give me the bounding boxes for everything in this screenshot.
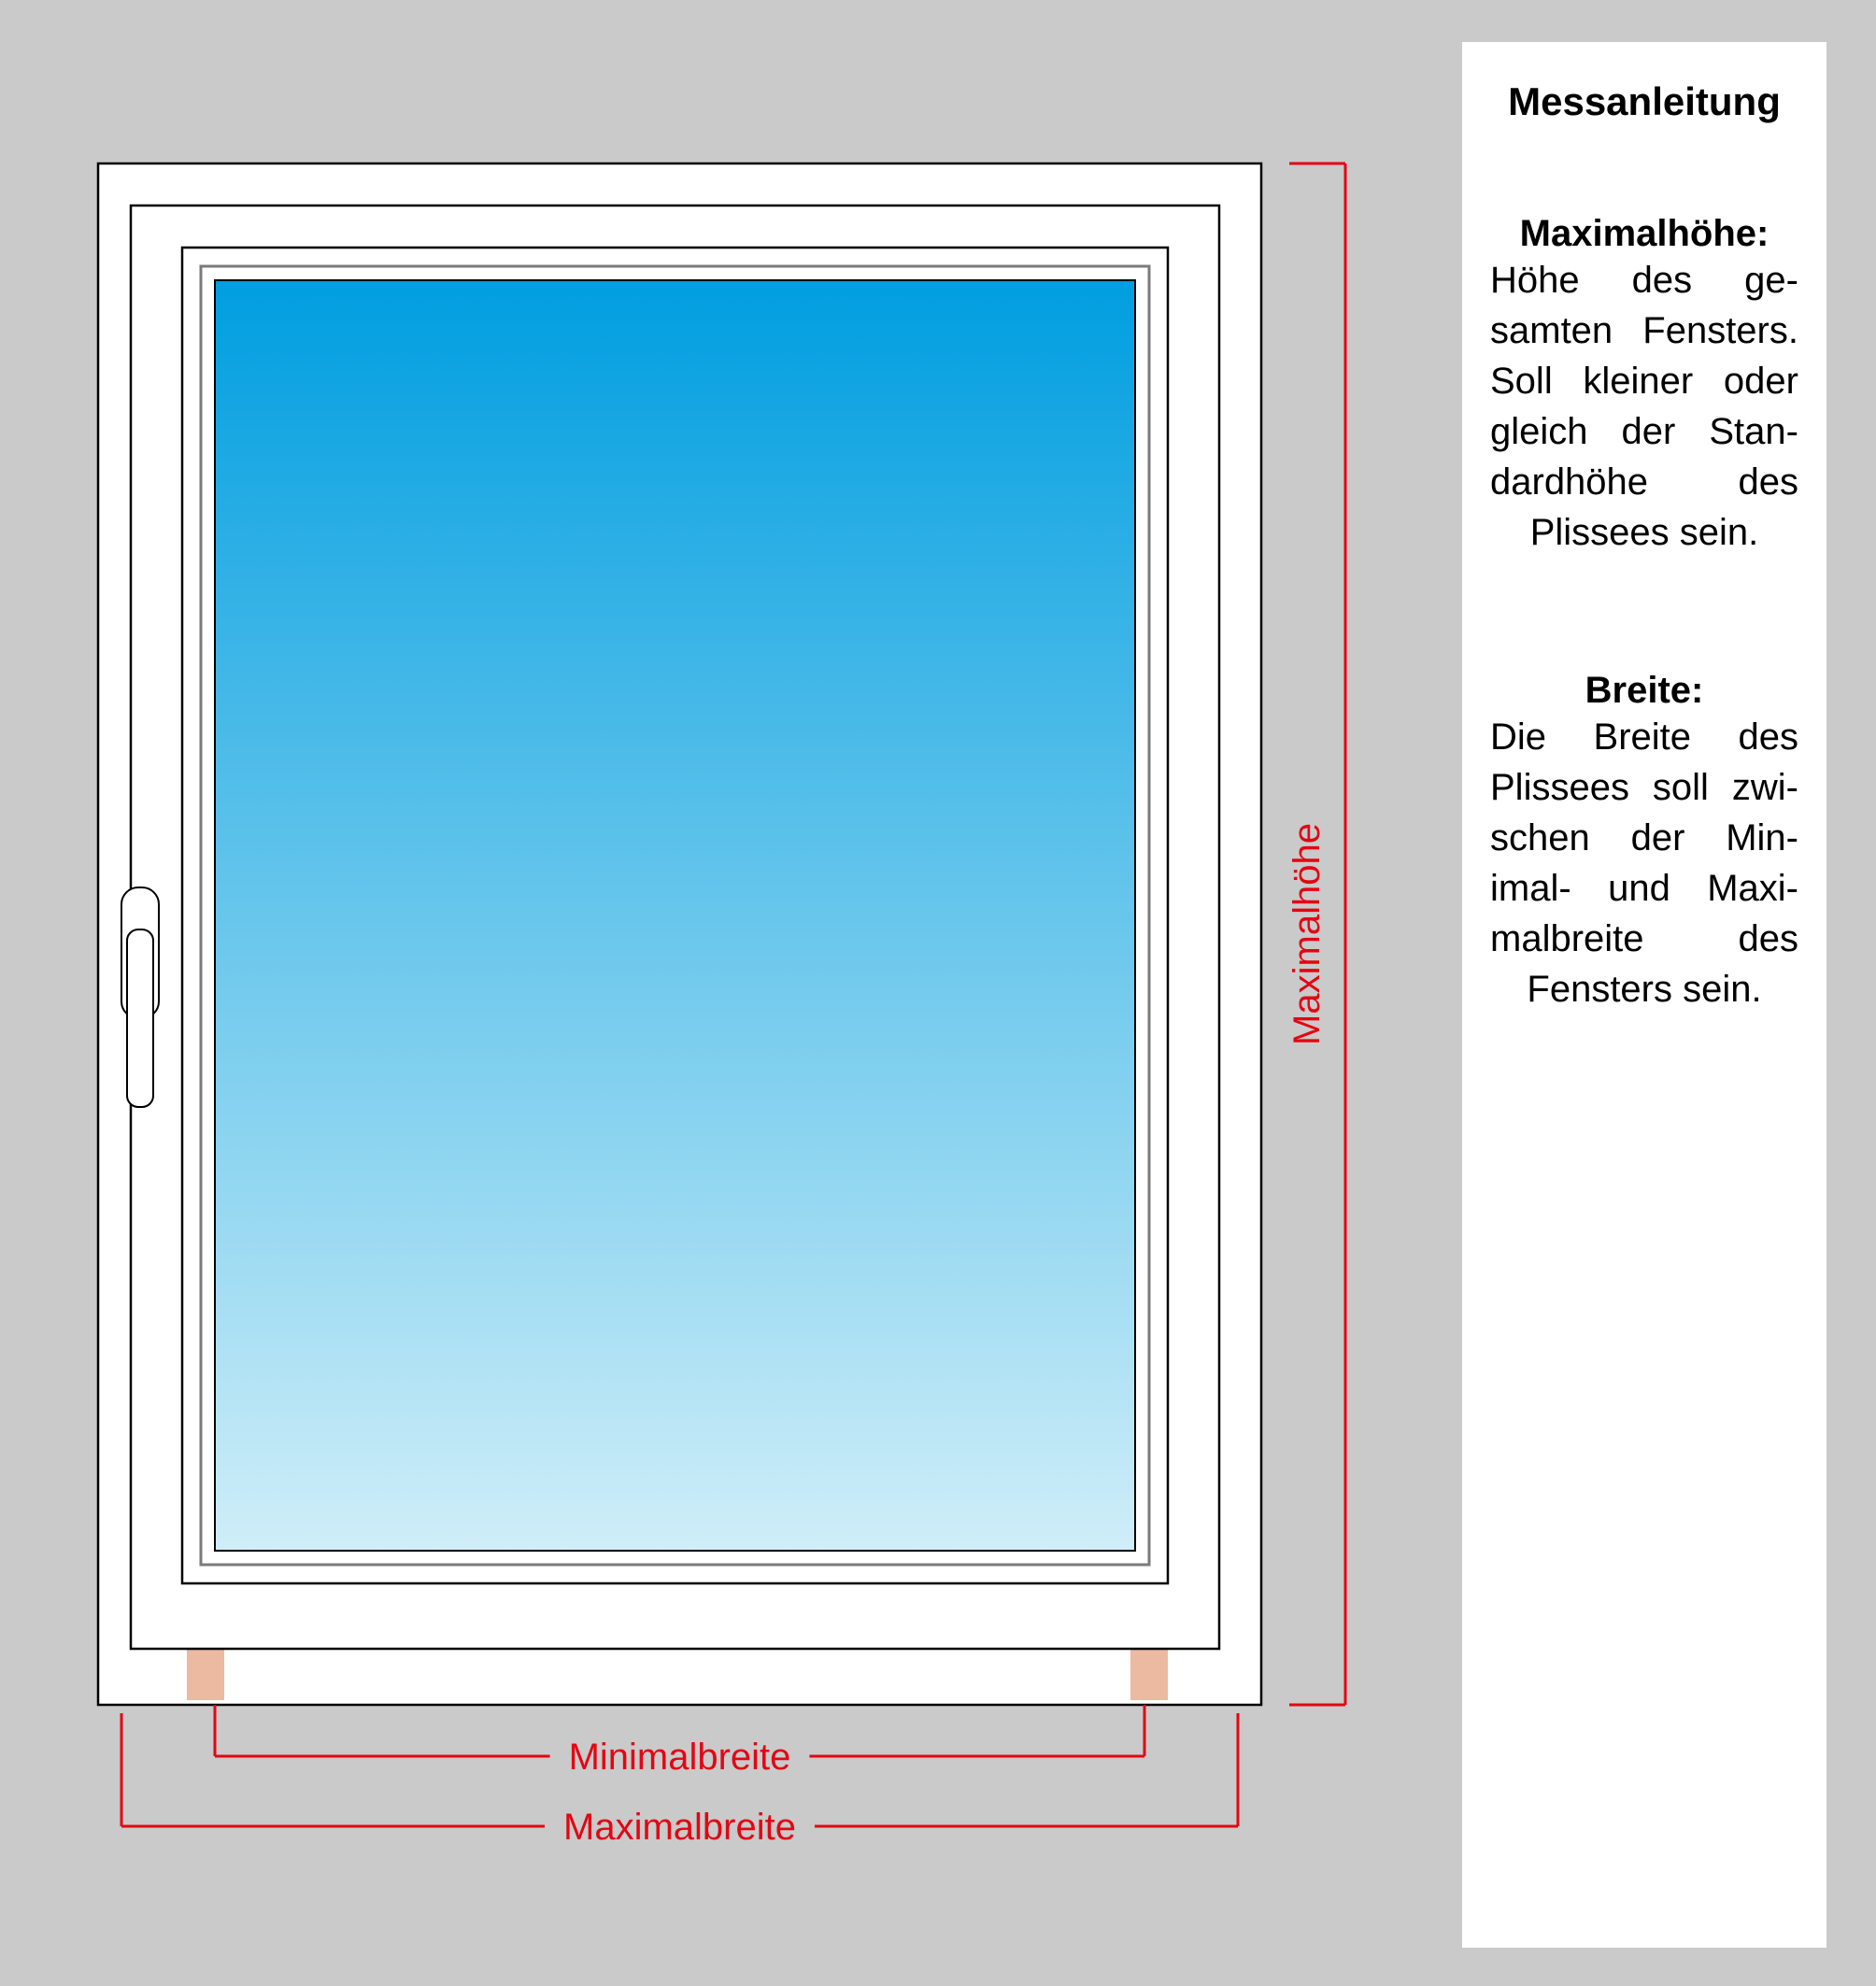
handle-lever	[127, 929, 153, 1107]
dim-maxwidth-label: Maximalbreite	[563, 1807, 796, 1848]
glass-pane	[215, 280, 1135, 1551]
dim-maxheight-label: Maximalhöhe	[1286, 823, 1328, 1045]
dim-minwidth-label: Minimalbreite	[569, 1737, 791, 1778]
window-diagram: Maximalhöhe Minimalbreite Maximalbreite	[0, 0, 1876, 1986]
